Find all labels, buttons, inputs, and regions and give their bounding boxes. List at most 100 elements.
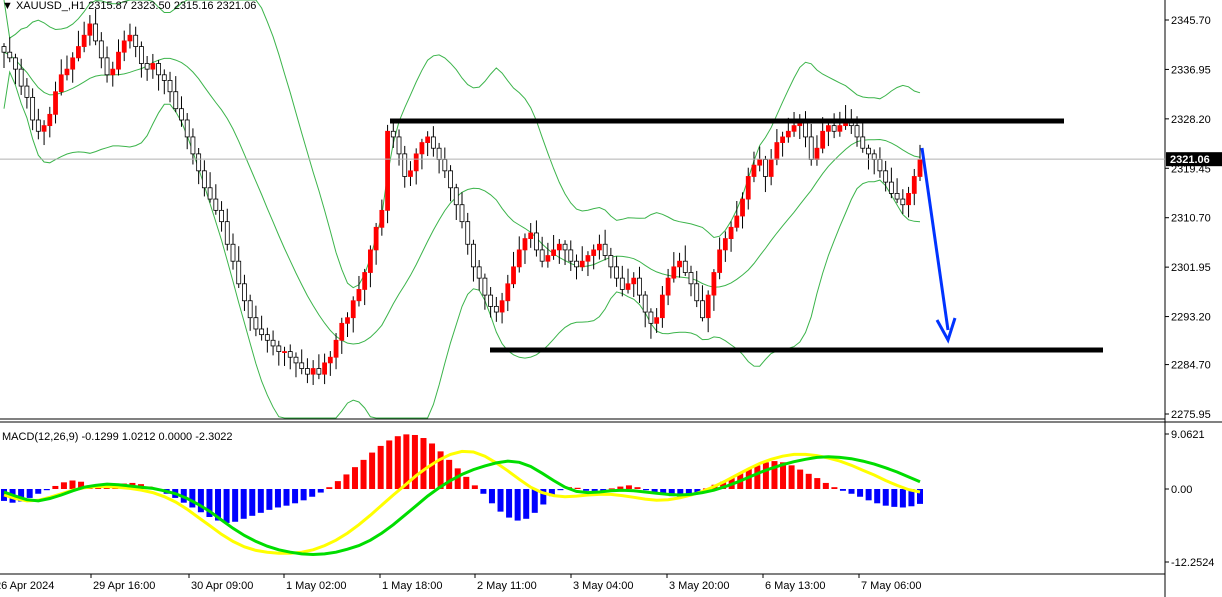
macd-histogram-bar: [608, 488, 615, 490]
candle: [207, 172, 213, 203]
candle: [585, 251, 591, 277]
candle: [534, 220, 539, 257]
candle: [476, 260, 482, 291]
candle: [843, 105, 848, 130]
macd-histogram-bar: [463, 476, 470, 489]
macd-lines: [3, 449, 921, 557]
candle: [58, 59, 64, 96]
macd-histogram-bar: [685, 489, 692, 496]
candle: [322, 353, 328, 385]
macd-tick-label: 9.0621: [1171, 429, 1205, 441]
candle: [299, 349, 305, 375]
macd-header: MACD(12,26,9) -0.1299 1.0212 0.0000 -2.3…: [2, 431, 233, 443]
candle: [900, 189, 906, 215]
candle: [18, 58, 24, 95]
candle: [305, 358, 310, 384]
macd-histogram-bar: [69, 480, 76, 489]
macd-histogram-bar: [857, 489, 864, 497]
candle: [316, 354, 322, 380]
candle: [614, 256, 619, 287]
candle: [47, 106, 53, 138]
candle: [579, 246, 585, 272]
candle: [213, 184, 219, 215]
macd-histogram-bar: [35, 489, 42, 494]
candle: [751, 151, 757, 183]
candle: [866, 144, 871, 170]
candle: [471, 239, 476, 282]
candle: [722, 231, 728, 262]
macd-histogram-bar: [43, 489, 50, 491]
candle: [333, 333, 339, 370]
candle: [505, 274, 511, 312]
macd-histogram-bar: [300, 489, 307, 501]
candle: [276, 340, 282, 366]
macd-histogram-bar: [822, 482, 829, 489]
candle: [390, 123, 396, 148]
time-axis: 26 Apr 2024 29 Apr 16:00 30 Apr 09:00 1 May…: [0, 574, 922, 592]
macd-histogram-bar: [317, 489, 324, 493]
header-triangle-icon: ▼: [2, 0, 16, 12]
candle: [76, 30, 81, 62]
macd-histogram-bar: [745, 468, 752, 489]
candle: [64, 55, 70, 81]
macd-histogram-bar: [617, 486, 624, 489]
bollinger-lower: [3, 70, 921, 419]
candle: [780, 131, 785, 157]
candle: [413, 148, 419, 185]
candle: [179, 96, 184, 127]
candle: [293, 352, 299, 378]
macd-histogram-bar: [343, 474, 350, 489]
macd-histogram-bar: [283, 489, 290, 506]
candle: [877, 147, 883, 178]
candle: [654, 308, 660, 333]
macd-histogram-bar: [848, 489, 855, 494]
macd-histogram-bar: [1, 489, 7, 501]
macd-histogram-bar: [60, 482, 67, 489]
candle: [488, 287, 494, 318]
macd-histogram-bar: [523, 489, 530, 519]
macd-histogram-bar: [249, 489, 256, 516]
candle: [1, 43, 7, 69]
candle: [224, 208, 230, 251]
macd-histogram-bar: [874, 489, 881, 504]
candle: [763, 155, 768, 193]
candle: [791, 111, 797, 137]
macd-histogram-bar: [334, 481, 341, 489]
macd-histogram-bar: [369, 452, 376, 489]
candle: [797, 114, 803, 140]
candle: [98, 32, 104, 69]
candle: [860, 122, 866, 153]
candle: [894, 178, 900, 204]
macd-histogram-bar: [651, 489, 658, 493]
candle: [499, 292, 505, 324]
candle: [574, 254, 579, 280]
candle: [608, 247, 614, 279]
candle: [116, 39, 121, 76]
candle: [556, 239, 562, 264]
time-tick-label: 1 May 02:00: [286, 580, 347, 592]
macd-histogram-bar: [488, 489, 495, 504]
macd-histogram-bar: [643, 489, 650, 491]
macd-histogram-bar: [95, 487, 102, 489]
chart-ohlc: 2315.87 2323.50 2315.16 2321.06: [88, 0, 256, 12]
macd-histogram-bar: [548, 489, 555, 497]
macd-histogram-bar: [625, 485, 632, 489]
time-tick-label: 29 Apr 16:00: [93, 580, 155, 592]
macd-histogram-bar: [882, 489, 889, 506]
time-tick-label: 3 May 04:00: [573, 580, 634, 592]
candle: [826, 121, 831, 147]
macd-axis: 9.0621 0.00 -12.2524: [1165, 429, 1214, 569]
candle: [568, 240, 574, 271]
macd-histogram-bar: [326, 487, 333, 489]
candle: [201, 160, 207, 197]
candle: [625, 268, 631, 294]
candle: [419, 138, 425, 170]
time-tick-label: 1 May 18:00: [382, 580, 443, 592]
candle: [803, 111, 808, 148]
macd-histogram-bar: [471, 485, 478, 489]
candle: [138, 41, 144, 78]
macd-histogram-bar: [514, 489, 521, 521]
chart-symbol: XAUUSD_,H1: [16, 0, 85, 12]
macd-histogram-bar: [223, 489, 230, 523]
